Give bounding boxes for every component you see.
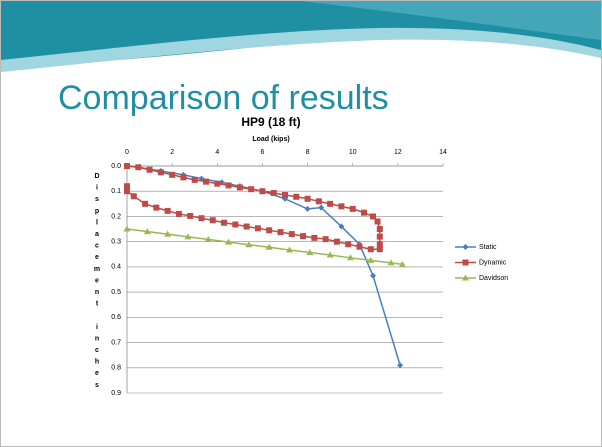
chart-title: HP9 (18 ft) bbox=[241, 115, 300, 129]
marker bbox=[368, 246, 374, 252]
marker bbox=[293, 194, 299, 200]
y-tick-label: 0.3 bbox=[111, 239, 121, 246]
marker bbox=[282, 192, 288, 198]
y-tick-label: 0.1 bbox=[111, 188, 121, 195]
marker bbox=[377, 234, 383, 240]
marker bbox=[350, 206, 356, 212]
slide: Comparison of results HP9 (18 ft) Load (… bbox=[0, 0, 602, 447]
y-tick-label: 0.4 bbox=[111, 264, 121, 271]
marker bbox=[210, 217, 216, 223]
marker bbox=[169, 172, 175, 178]
marker bbox=[323, 236, 329, 242]
marker bbox=[135, 164, 141, 170]
marker bbox=[375, 218, 381, 224]
marker bbox=[232, 222, 238, 228]
slide-title: Comparison of results bbox=[58, 79, 389, 117]
legend-marker bbox=[463, 260, 469, 266]
x-tick-label: 6 bbox=[260, 149, 264, 156]
y-tick-label: 0.2 bbox=[111, 213, 121, 220]
marker bbox=[180, 174, 186, 180]
legend-label: Dynamic bbox=[479, 259, 507, 266]
marker bbox=[356, 244, 362, 250]
x-tick-label: 10 bbox=[349, 149, 357, 156]
y-tick-label: 0.8 bbox=[111, 365, 121, 372]
marker bbox=[311, 235, 317, 241]
marker bbox=[131, 193, 137, 199]
marker bbox=[142, 201, 148, 207]
x-tick-label: 0 bbox=[125, 149, 129, 156]
marker bbox=[377, 226, 383, 232]
marker bbox=[158, 169, 164, 175]
x-tick-label: 12 bbox=[394, 149, 402, 156]
marker bbox=[338, 203, 344, 209]
marker bbox=[124, 183, 130, 189]
marker bbox=[203, 179, 209, 185]
x-tick-label: 2 bbox=[170, 149, 174, 156]
x-tick-label: 8 bbox=[306, 149, 310, 156]
y-tick-label: 0.7 bbox=[111, 339, 121, 346]
marker bbox=[361, 210, 367, 216]
marker bbox=[334, 239, 340, 245]
marker bbox=[305, 196, 311, 202]
marker bbox=[153, 205, 159, 211]
marker bbox=[327, 201, 333, 207]
marker bbox=[259, 188, 265, 194]
marker bbox=[271, 190, 277, 196]
y-tick-label: 0.9 bbox=[111, 390, 121, 397]
marker bbox=[165, 208, 171, 214]
marker bbox=[377, 246, 383, 252]
marker bbox=[237, 184, 243, 190]
marker bbox=[221, 220, 227, 226]
marker bbox=[300, 233, 306, 239]
y-tick-label: 0.5 bbox=[111, 289, 121, 296]
x-tick-label: 4 bbox=[215, 149, 219, 156]
marker bbox=[192, 177, 198, 183]
y-tick-label: 0.0 bbox=[111, 163, 121, 170]
marker bbox=[248, 186, 254, 192]
marker bbox=[176, 211, 182, 217]
slide-frame bbox=[1, 1, 602, 447]
marker bbox=[345, 241, 351, 247]
marker bbox=[266, 227, 272, 233]
legend-label: Static bbox=[479, 244, 497, 251]
x-axis-label: Load (kips) bbox=[252, 136, 289, 143]
marker bbox=[316, 198, 322, 204]
legend-label: Davidson bbox=[479, 275, 508, 282]
marker bbox=[187, 213, 193, 219]
marker bbox=[277, 229, 283, 235]
marker bbox=[244, 224, 250, 230]
marker bbox=[198, 215, 204, 221]
marker bbox=[226, 182, 232, 188]
marker bbox=[289, 231, 295, 237]
y-tick-label: 0.6 bbox=[111, 314, 121, 321]
marker bbox=[124, 163, 130, 169]
marker bbox=[214, 181, 220, 187]
marker bbox=[147, 167, 153, 173]
page: {"slide": {"title": "Comparison of resul… bbox=[0, 0, 602, 447]
marker bbox=[255, 225, 261, 231]
x-tick-label: 14 bbox=[439, 149, 447, 156]
